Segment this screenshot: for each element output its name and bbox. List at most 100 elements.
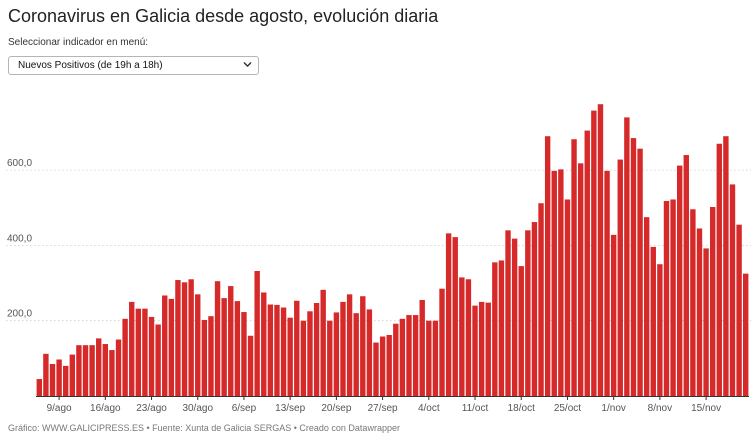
bar[interactable]: [399, 318, 406, 396]
bar[interactable]: [115, 339, 122, 396]
bar[interactable]: [122, 318, 128, 396]
bar[interactable]: [109, 350, 115, 396]
bar[interactable]: [577, 163, 584, 396]
bar[interactable]: [162, 295, 168, 396]
bar[interactable]: [360, 296, 366, 396]
bar[interactable]: [307, 311, 313, 396]
bar[interactable]: [445, 233, 452, 396]
bar[interactable]: [617, 159, 623, 396]
bar[interactable]: [148, 316, 155, 396]
bar[interactable]: [591, 110, 597, 397]
bar[interactable]: [69, 354, 76, 396]
bar[interactable]: [657, 264, 663, 396]
bar[interactable]: [373, 342, 379, 396]
bar[interactable]: [604, 170, 610, 396]
bar[interactable]: [56, 359, 62, 396]
bar[interactable]: [452, 237, 458, 396]
bar[interactable]: [89, 345, 95, 396]
bar[interactable]: [597, 104, 604, 397]
bar[interactable]: [333, 312, 340, 396]
bar[interactable]: [76, 345, 82, 396]
bar[interactable]: [234, 301, 241, 396]
bar[interactable]: [432, 320, 439, 396]
bar[interactable]: [36, 379, 42, 396]
bar[interactable]: [49, 364, 56, 396]
bar[interactable]: [637, 148, 643, 396]
bar[interactable]: [544, 136, 551, 396]
bar[interactable]: [485, 302, 491, 396]
bar[interactable]: [168, 298, 175, 396]
bar[interactable]: [531, 222, 538, 396]
bar[interactable]: [353, 313, 359, 396]
bar[interactable]: [736, 224, 742, 396]
bar[interactable]: [676, 165, 683, 396]
bar[interactable]: [379, 336, 386, 396]
bar[interactable]: [551, 170, 557, 396]
bar[interactable]: [228, 286, 234, 396]
bar[interactable]: [214, 281, 221, 396]
bar[interactable]: [478, 301, 485, 397]
bar[interactable]: [518, 266, 524, 396]
bar[interactable]: [498, 260, 505, 396]
bar[interactable]: [129, 301, 135, 397]
indicator-select[interactable]: Nuevos Positivos (de 19h a 18h): [8, 56, 259, 75]
bar[interactable]: [670, 199, 676, 396]
bar[interactable]: [571, 139, 577, 397]
bar[interactable]: [274, 304, 280, 396]
bar[interactable]: [267, 304, 274, 396]
bar[interactable]: [320, 289, 326, 396]
bar[interactable]: [459, 277, 465, 396]
bar[interactable]: [208, 316, 214, 396]
bar[interactable]: [43, 353, 49, 396]
bar[interactable]: [716, 143, 722, 396]
bar[interactable]: [465, 279, 472, 396]
bar[interactable]: [96, 338, 102, 396]
bar[interactable]: [630, 138, 637, 396]
bar[interactable]: [254, 271, 260, 396]
bar[interactable]: [650, 246, 656, 396]
bar[interactable]: [511, 238, 518, 396]
bar[interactable]: [558, 169, 564, 396]
bar[interactable]: [624, 117, 630, 396]
bar[interactable]: [135, 308, 142, 396]
bar[interactable]: [472, 305, 478, 396]
bar[interactable]: [412, 315, 419, 396]
bar[interactable]: [280, 307, 287, 396]
bar[interactable]: [188, 279, 194, 396]
bar[interactable]: [313, 303, 320, 396]
bar[interactable]: [729, 184, 736, 396]
bar[interactable]: [696, 228, 703, 396]
bar[interactable]: [564, 199, 571, 396]
bar[interactable]: [683, 155, 689, 396]
bar[interactable]: [610, 234, 617, 396]
bar[interactable]: [201, 319, 208, 396]
bar[interactable]: [538, 203, 544, 396]
bar[interactable]: [525, 230, 531, 396]
bar[interactable]: [195, 294, 201, 396]
bar[interactable]: [175, 280, 181, 396]
bar[interactable]: [723, 136, 729, 396]
bar[interactable]: [261, 292, 267, 396]
bar[interactable]: [663, 200, 670, 396]
bar[interactable]: [63, 365, 69, 396]
bar[interactable]: [703, 248, 709, 396]
bar[interactable]: [300, 320, 307, 396]
bar[interactable]: [505, 230, 511, 396]
bar[interactable]: [155, 324, 161, 396]
bar[interactable]: [426, 320, 432, 396]
bar[interactable]: [327, 320, 333, 396]
bar[interactable]: [709, 207, 716, 396]
bar[interactable]: [247, 335, 254, 396]
bar[interactable]: [743, 273, 749, 396]
bar[interactable]: [584, 130, 590, 396]
bar[interactable]: [102, 344, 109, 396]
bar[interactable]: [241, 312, 247, 396]
bar[interactable]: [366, 309, 373, 396]
bar[interactable]: [82, 345, 89, 396]
bar[interactable]: [340, 301, 346, 397]
bar[interactable]: [393, 323, 399, 396]
bar[interactable]: [643, 217, 650, 396]
bar[interactable]: [492, 262, 498, 396]
bar[interactable]: [142, 308, 148, 396]
bar[interactable]: [346, 294, 353, 396]
